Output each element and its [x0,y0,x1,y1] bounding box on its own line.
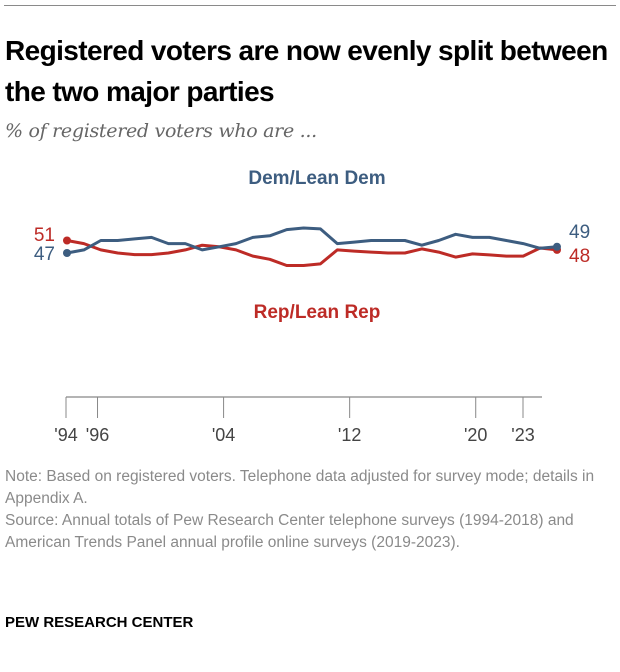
top-rule [4,5,616,6]
dem-start-point [63,249,71,257]
chart-subtitle: % of registered voters who are ... [5,120,317,142]
x-tick-label: '94 [54,425,77,445]
rep-series-line [66,239,558,267]
series-label-rep: Rep/Lean Rep [254,302,381,323]
x-tick-label: '20 [464,425,487,445]
dem-start-label: 47 [34,244,55,265]
x-tick-label: '04 [212,425,235,445]
dem-end-point [553,242,561,251]
dem-end-label: 49 [569,222,590,243]
x-tick-label: '96 [86,425,109,445]
dem-series-line [66,226,558,255]
source-text: Source: Annual totals of Pew Research Ce… [5,512,574,551]
rep-start-point [63,236,71,245]
notes: Note: Based on registered voters. Teleph… [5,466,605,554]
series-label-dem: Dem/Lean Dem [248,168,385,189]
chart-title: Registered voters are now evenly split b… [5,35,608,107]
brand-logo-text: PEW RESEARCH CENTER [5,614,194,631]
x-tick-label: '12 [338,425,361,445]
rep-end-label: 48 [569,246,590,267]
note-text: Note: Based on registered voters. Teleph… [5,468,595,507]
rep-start-label: 51 [34,225,55,246]
x-tick-label: '23 [511,425,534,445]
